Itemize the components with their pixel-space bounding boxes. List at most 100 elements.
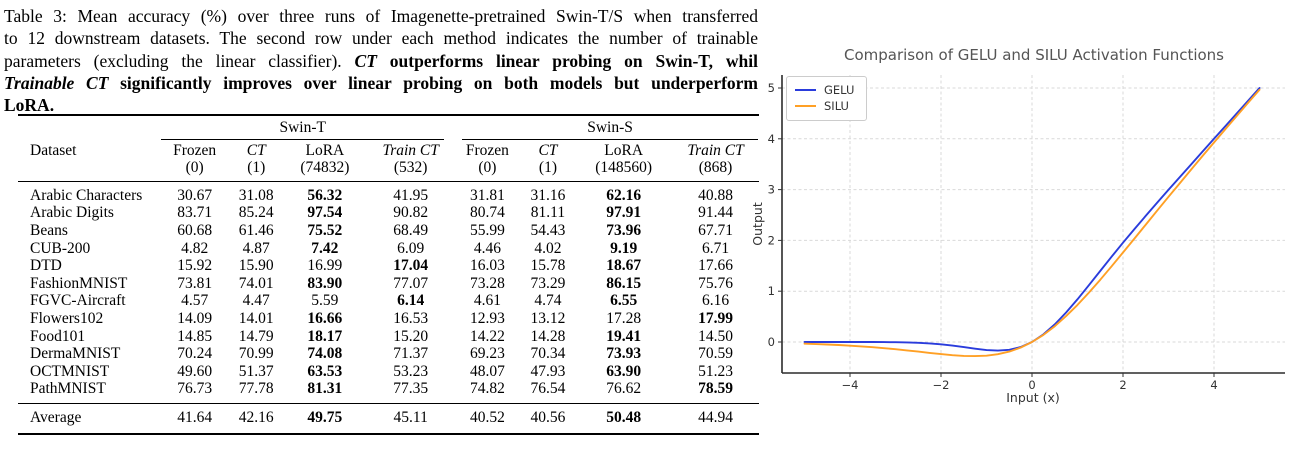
value-cell: 16.66 bbox=[307, 309, 343, 327]
value-cell: 70.59 bbox=[698, 345, 733, 363]
axis-ticks bbox=[778, 87, 1215, 377]
value-cell: 60.68 bbox=[177, 221, 213, 239]
value-cell: 4.74 bbox=[534, 292, 562, 310]
group-swin-s-label: Swin-S bbox=[587, 119, 633, 136]
series-lines bbox=[803, 87, 1261, 358]
table-row: OCTMNIST 49.60 51.37 63.53 53.23 48.07 47.93 63… bbox=[18, 363, 759, 381]
value-cell: 74.01 bbox=[238, 274, 274, 292]
dataset-name-cell: CUB-200 bbox=[30, 239, 91, 257]
value-cell: 47.93 bbox=[530, 362, 566, 380]
value-cell: 5.59 bbox=[311, 292, 339, 310]
tick-label: 5 bbox=[768, 81, 775, 95]
caption-line: to 12 downstream datasets. The second ro… bbox=[4, 27, 758, 49]
value-cell: 17.66 bbox=[698, 257, 733, 275]
dataset-name-cell: PathMNIST bbox=[30, 380, 106, 398]
value-cell: 70.99 bbox=[238, 345, 274, 363]
caption-line: Table 3: Mean accuracy (%) over three ru… bbox=[4, 5, 758, 27]
value-cell: 56.32 bbox=[307, 186, 343, 204]
legend-label-gelu: GELU bbox=[824, 83, 855, 97]
column-header-row: Dataset Frozen (0) CT (1) LoRA (74832) T… bbox=[18, 139, 759, 182]
table-row: Arabic Characters 30.67 31.08 56.32 41.95 31.… bbox=[18, 181, 759, 204]
col-header-lora-s: LoRA (148560) bbox=[575, 139, 673, 182]
value-cell: 41.64 bbox=[159, 402, 230, 434]
tick-label: 0 bbox=[1028, 378, 1035, 392]
value-cell: 41.95 bbox=[393, 186, 429, 204]
value-cell: 4.82 bbox=[181, 239, 209, 257]
value-cell: 63.90 bbox=[606, 362, 642, 380]
caption-segment: LoRA. bbox=[4, 95, 55, 116]
caption-line: LoRA. bbox=[4, 94, 758, 116]
value-cell: 71.37 bbox=[393, 345, 429, 363]
table-row: FGVC-Aircraft 4.57 4.47 5.59 6.14 4.61 4.74 6.5… bbox=[18, 292, 759, 310]
axis-spines bbox=[781, 75, 1285, 374]
y-axis-label: Output bbox=[750, 202, 765, 246]
value-cell: 14.22 bbox=[469, 327, 505, 345]
chart-legend: GELU SILU bbox=[786, 76, 868, 121]
value-cell: 73.29 bbox=[530, 274, 566, 292]
value-cell: 73.81 bbox=[177, 274, 213, 292]
value-cell: 12.93 bbox=[469, 309, 505, 327]
value-cell: 97.91 bbox=[606, 204, 642, 222]
table-row: DTD 15.92 15.90 16.99 17.04 16.03 15.78 18.67 17… bbox=[18, 257, 759, 275]
value-cell: 48.07 bbox=[469, 362, 505, 380]
tick-label: 4 bbox=[1210, 378, 1217, 392]
value-cell: 14.09 bbox=[177, 309, 213, 327]
chart-svg: Comparison of GELU and SILU Activation F… bbox=[750, 46, 1285, 405]
value-cell: 78.59 bbox=[698, 380, 733, 398]
value-cell: 19.41 bbox=[606, 327, 642, 345]
value-cell: 30.67 bbox=[177, 186, 213, 204]
chart-title: Comparison of GELU and SILU Activation F… bbox=[844, 46, 1224, 64]
col-header-dataset: Dataset bbox=[18, 139, 160, 182]
caption-segment: to 12 downstream datasets. The second ro… bbox=[4, 28, 758, 49]
value-cell: 15.20 bbox=[393, 327, 429, 345]
legend-label-silu: SILU bbox=[824, 99, 849, 113]
tick-label: −2 bbox=[933, 378, 950, 392]
caption-segment: CT bbox=[354, 50, 377, 71]
value-cell: 74.08 bbox=[307, 345, 343, 363]
dataset-name-cell: DTD bbox=[30, 257, 62, 275]
group-header-swin-s: Swin-S bbox=[454, 115, 759, 140]
value-cell: 16.03 bbox=[469, 257, 505, 275]
silu-line-swatch bbox=[795, 105, 816, 107]
value-cell: 73.96 bbox=[606, 221, 642, 239]
value-cell: 18.17 bbox=[307, 327, 343, 345]
col-header-frozen-s: Frozen (0) bbox=[454, 139, 521, 182]
tick-label: 4 bbox=[768, 132, 775, 146]
dataset-name-cell: Beans bbox=[30, 221, 68, 239]
group-header-swin-t: Swin-T bbox=[159, 115, 454, 140]
value-cell: 9.19 bbox=[610, 239, 638, 257]
value-cell: 4.02 bbox=[534, 239, 562, 257]
value-cell: 45.11 bbox=[367, 402, 455, 434]
value-cell: 6.14 bbox=[397, 292, 425, 310]
value-cell: 51.23 bbox=[698, 362, 733, 380]
col-header-ct-t: CT (1) bbox=[229, 139, 283, 182]
tick-label: 2 bbox=[1119, 378, 1126, 392]
value-cell: 42.16 bbox=[229, 402, 283, 434]
value-cell: 40.52 bbox=[454, 402, 521, 434]
dataset-name-cell: Flowers102 bbox=[30, 309, 104, 327]
value-cell: 55.99 bbox=[469, 221, 505, 239]
value-cell: 44.94 bbox=[672, 402, 759, 434]
value-cell: 70.34 bbox=[530, 345, 566, 363]
value-cell: 61.46 bbox=[238, 221, 274, 239]
value-cell: 15.92 bbox=[177, 257, 213, 275]
value-cell: 69.23 bbox=[469, 345, 505, 363]
value-cell: 81.31 bbox=[307, 380, 343, 398]
value-cell: 13.12 bbox=[530, 309, 566, 327]
caption-segment: parameters (excluding the linear classif… bbox=[4, 50, 355, 71]
value-cell: 77.35 bbox=[393, 380, 429, 398]
col-header-trainct-s: Train CT (868) bbox=[672, 139, 759, 182]
value-cell: 17.28 bbox=[606, 309, 642, 327]
caption-segment: Trainable CT bbox=[4, 72, 109, 93]
value-cell: 49.60 bbox=[177, 362, 213, 380]
dataset-name-cell: FGVC-Aircraft bbox=[30, 292, 126, 310]
value-cell: 77.07 bbox=[393, 274, 429, 292]
dataset-name-cell: Arabic Digits bbox=[30, 204, 114, 222]
value-cell: 91.44 bbox=[698, 204, 733, 222]
value-cell: 67.71 bbox=[698, 221, 733, 239]
table-row: FashionMNIST 73.81 74.01 83.90 77.07 73.28 73.… bbox=[18, 275, 759, 293]
value-cell: 70.24 bbox=[177, 345, 213, 363]
value-cell: 15.78 bbox=[530, 257, 566, 275]
value-cell: 4.61 bbox=[473, 292, 501, 310]
value-cell: 14.79 bbox=[238, 327, 274, 345]
